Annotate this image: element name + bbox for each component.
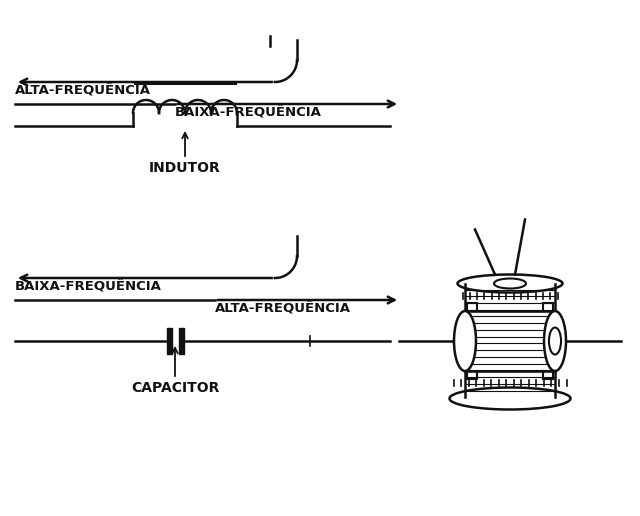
Text: ALTA-FREQUÊNCIA: ALTA-FREQUÊNCIA bbox=[215, 302, 351, 315]
Text: INDUTOR: INDUTOR bbox=[149, 161, 221, 175]
Text: BAIXA-FREQUÊNCIA: BAIXA-FREQUÊNCIA bbox=[175, 106, 322, 119]
Text: BAIXA-FREQUÊNCIA: BAIXA-FREQUÊNCIA bbox=[15, 280, 162, 293]
Bar bbox=[166, 328, 172, 354]
Bar bbox=[465, 311, 555, 371]
Ellipse shape bbox=[549, 328, 561, 354]
Ellipse shape bbox=[544, 311, 566, 371]
Text: CAPACITOR: CAPACITOR bbox=[131, 381, 219, 395]
Text: ALTA-FREQUÊNCIA: ALTA-FREQUÊNCIA bbox=[15, 84, 151, 97]
Bar bbox=[179, 328, 184, 354]
Ellipse shape bbox=[454, 311, 476, 371]
